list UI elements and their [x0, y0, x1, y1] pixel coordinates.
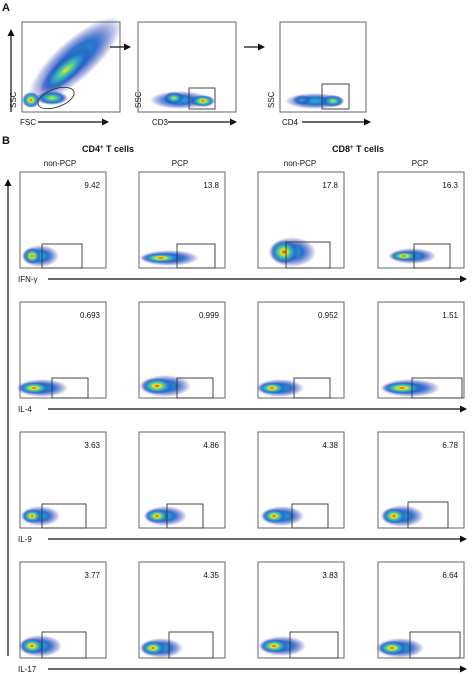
- gate-percentage: 6.64: [442, 571, 458, 580]
- gate-percentage: 3.63: [84, 441, 100, 450]
- flow-plot-cd4-pcp: 4.35: [138, 561, 226, 659]
- density-peak-2: [164, 92, 184, 104]
- row-marker-label: IL-17: [18, 665, 37, 674]
- column-label-cd8-pcp: PCP: [412, 159, 428, 168]
- density-peak: [258, 382, 286, 394]
- flow-plot-cd4-non-pcp: 9.42: [19, 171, 107, 269]
- row-marker-label: IL-4: [18, 405, 32, 414]
- density-peak: [141, 253, 181, 263]
- density-peak: [22, 92, 40, 108]
- density-peak: [262, 509, 286, 523]
- gating-plot-fsc-ssc: SSC FSC: [7, 17, 122, 127]
- cytokine-plot-grid: 9.42 13.8 17.8 16.3 IFN-γ 0.693 0.999 0.952 1.51…: [16, 171, 467, 674]
- cytokine-gate: [413, 243, 451, 269]
- column-label-cd8-non-pcp: non-PCP: [284, 159, 316, 168]
- flow-plot-cd8-non-pcp: 3.83: [257, 561, 345, 659]
- cytokine-gate: [411, 377, 463, 399]
- cd3-gate: [188, 87, 216, 110]
- flow-plot-cd4-non-pcp: 3.77: [18, 561, 107, 659]
- gate-percentage: 0.952: [318, 311, 339, 320]
- flow-plot-cd4-pcp: 13.8: [138, 171, 226, 269]
- cytokine-gate: [176, 377, 214, 399]
- flow-plot-cd8-pcp: 1.51: [377, 301, 465, 399]
- density-peak: [322, 95, 344, 107]
- density-peak: [390, 251, 418, 261]
- density-peak: [382, 508, 406, 524]
- flow-plot-cd8-non-pcp: 17.8: [257, 171, 345, 269]
- cytokine-gate: [289, 631, 339, 659]
- flow-plot-cd4-pcp: 4.86: [138, 431, 226, 529]
- density-lymph: [36, 91, 68, 105]
- density-peak: [23, 248, 41, 264]
- gate-percentage: 9.42: [84, 181, 100, 190]
- gate-percentage: 17.8: [322, 181, 338, 190]
- flow-plot-cd8-non-pcp: 4.38: [257, 431, 345, 529]
- group-header-cd8: CD8+ T cells: [332, 144, 384, 154]
- group-header-cd4: CD4+ T cells: [82, 144, 134, 154]
- cytokine-gate: [168, 631, 214, 659]
- density-peak: [191, 95, 215, 107]
- x-axis-label: FSC: [20, 118, 36, 127]
- density-peak: [141, 378, 173, 394]
- flow-plot-cd8-non-pcp: 0.952: [256, 301, 345, 399]
- column-label-cd4-non-pcp: non-PCP: [44, 159, 76, 168]
- column-label-cd4-pcp: PCP: [172, 159, 188, 168]
- flow-plot-cd8-pcp: 6.78: [377, 431, 465, 529]
- gate-percentage: 16.3: [442, 181, 458, 190]
- flow-plot-cd8-pcp: 6.64: [376, 561, 465, 659]
- cytokine-gate: [41, 243, 83, 269]
- lymphocyte-gate: [37, 86, 75, 110]
- y-axis-label: SSC: [267, 91, 276, 108]
- cytokine-gate: [285, 241, 331, 269]
- x-axis-label: CD4: [282, 118, 299, 127]
- cytokine-gate: [41, 503, 87, 529]
- flow-plot-cd4-pcp: 0.999: [138, 301, 226, 399]
- row-marker-label: IFN-γ: [18, 275, 38, 284]
- x-axis-label: CD3: [152, 118, 169, 127]
- cytokine-gate: [176, 243, 216, 269]
- gate-percentage: 13.8: [203, 181, 219, 190]
- row-marker-label: IL-9: [18, 535, 32, 544]
- gating-plot-cd4-ssc: SSC CD4: [267, 21, 371, 127]
- density-peak: [382, 382, 422, 394]
- density-peak: [18, 382, 50, 394]
- gate-percentage: 1.51: [442, 311, 458, 320]
- gating-plot-cd3-ssc: SSC CD3: [134, 21, 237, 127]
- panel-b-label: B: [2, 135, 10, 147]
- gate-percentage: 0.693: [80, 311, 101, 320]
- cytokine-gate: [407, 501, 449, 529]
- density-peak: [145, 509, 169, 523]
- cytokine-gate: [51, 377, 89, 399]
- gate-percentage: 3.83: [322, 571, 338, 580]
- density-cloud-core: [39, 45, 93, 95]
- gate-percentage: 0.999: [199, 311, 220, 320]
- cd4-gate: [321, 83, 350, 110]
- density-peak: [22, 509, 42, 523]
- density-peak-2: [293, 95, 311, 105]
- density-peak: [260, 639, 288, 653]
- gate-percentage: 3.77: [84, 571, 100, 580]
- y-axis-label: SSC: [134, 91, 143, 108]
- panel-a-label: A: [2, 2, 10, 14]
- gate-percentage: 4.86: [203, 441, 219, 450]
- density-peak: [20, 638, 44, 654]
- density-peak: [141, 641, 165, 655]
- density-peak: [270, 240, 298, 264]
- gate-percentage: 4.38: [322, 441, 338, 450]
- cytokine-gate: [166, 503, 204, 529]
- cytokine-gate: [293, 377, 331, 399]
- density-peak: [378, 641, 406, 655]
- cytokine-gate: [41, 631, 87, 659]
- gate-percentage: 6.78: [442, 441, 458, 450]
- cytokine-gate: [409, 631, 461, 659]
- gate-percentage: 4.35: [203, 571, 219, 580]
- y-axis-label: SSC: [9, 91, 18, 108]
- flow-plot-cd8-pcp: 16.3: [377, 171, 465, 269]
- cytokine-gate: [291, 503, 329, 529]
- flow-plot-cd4-non-pcp: 3.63: [19, 431, 107, 529]
- flow-plot-cd4-non-pcp: 0.693: [16, 301, 107, 399]
